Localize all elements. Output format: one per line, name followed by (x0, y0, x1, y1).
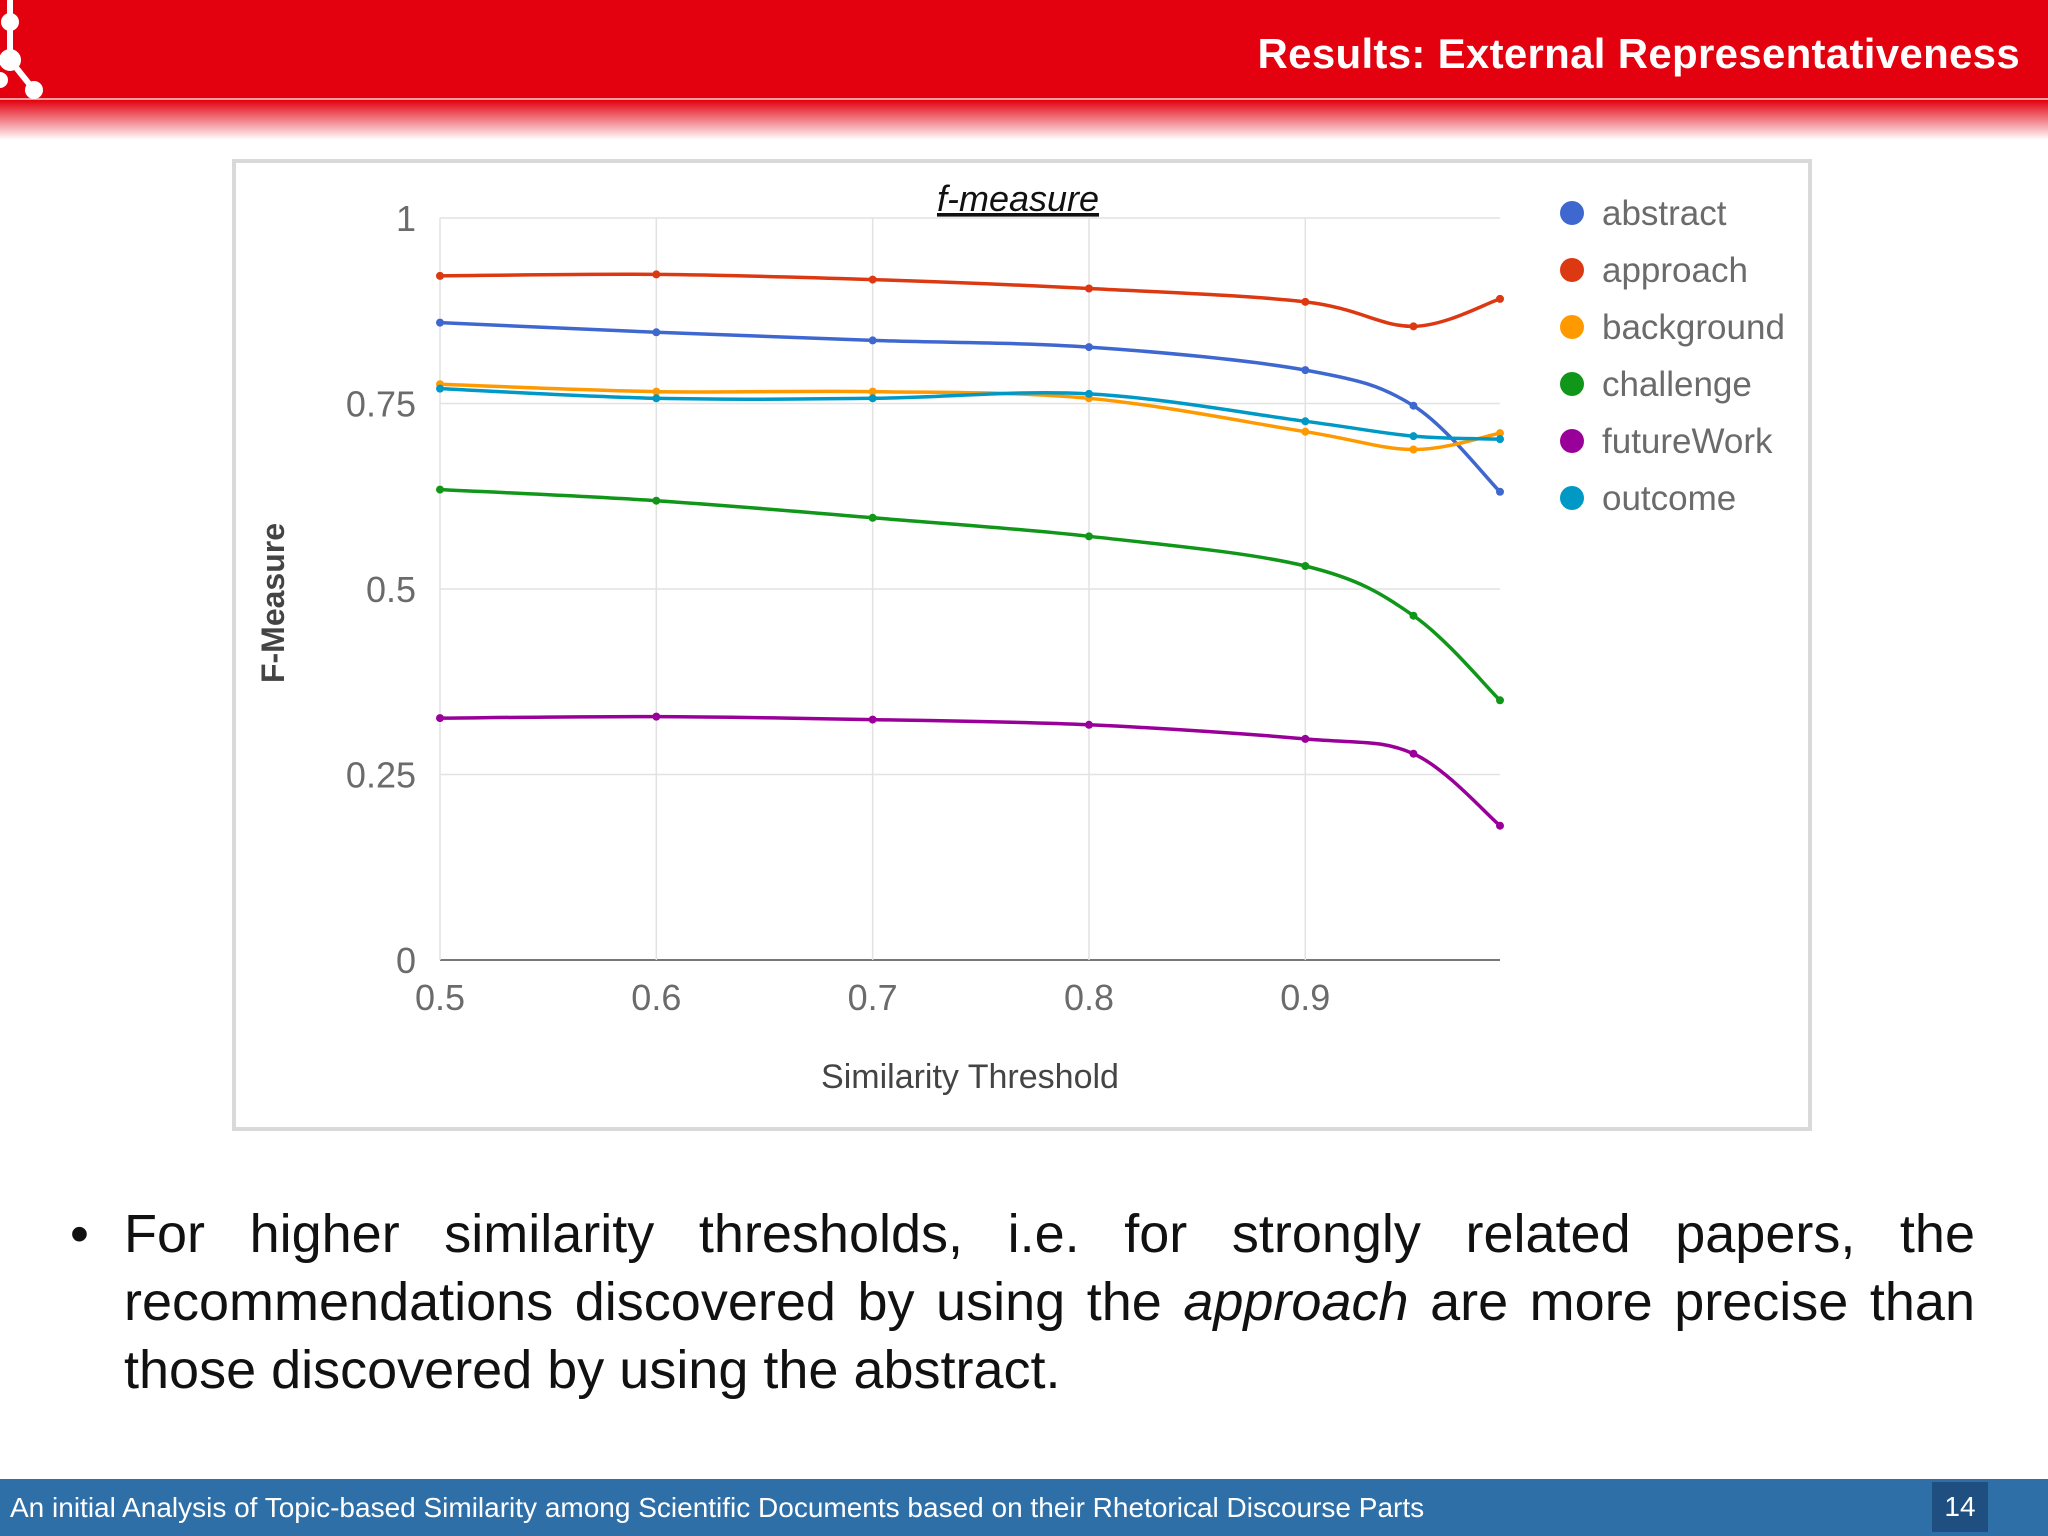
data-point-futureWork (436, 714, 444, 723)
legend-label-background: background (1602, 308, 1785, 347)
legend-label-challenge: challenge (1602, 365, 1752, 404)
footer-title: An initial Analysis of Topic-based Simil… (10, 1492, 1425, 1523)
f-measure-line-chart: 0 0.25 0.5 0.75 1 0.5 0.6 0.7 0.8 0.9 f-measure Sim… (255, 178, 1785, 1096)
legend-label-outcome: outcome (1602, 479, 1736, 518)
data-point-approach (1409, 322, 1418, 331)
x-axis-label: Similarity Threshold (821, 1058, 1119, 1096)
data-point-background (868, 387, 877, 396)
y-axis-label: F-Measure (255, 523, 291, 683)
data-point-abstract (1084, 343, 1093, 352)
bullet-text-prefix: For higher similarity thresholds, i.e. f… (124, 1204, 1975, 1332)
data-point-futureWork (1084, 720, 1093, 729)
data-point-abstract (1409, 401, 1418, 410)
y-tick-label: 0.75 (346, 384, 416, 425)
header-fade (0, 100, 2048, 140)
bullet-text-suffix: are more precise than those discovered b… (124, 1272, 1975, 1400)
bullet-text-emphasis: approach (1183, 1272, 1409, 1332)
data-point-background (652, 387, 661, 396)
data-point-outcome (868, 394, 877, 403)
data-point-futureWork (868, 715, 877, 724)
data-point-futureWork (1301, 734, 1310, 743)
legend-marker-outcome (1560, 486, 1584, 510)
slide-title: Results: External Representativeness (1257, 30, 2020, 77)
legend-marker-abstract (1560, 201, 1584, 225)
data-point-approach (652, 270, 661, 279)
series-line-futureWork (439, 714, 1502, 828)
legend-label-approach: approach (1602, 251, 1748, 290)
legend-label-abstract: abstract (1602, 194, 1727, 233)
data-point-outcome (1496, 435, 1504, 444)
x-tick-label: 0.8 (1064, 977, 1114, 1018)
bullet-marker: • (70, 1204, 89, 1264)
data-point-background (1409, 445, 1418, 454)
data-point-background (1496, 429, 1504, 438)
y-tick-label: 0 (396, 940, 416, 981)
series-line-abstract (439, 320, 1502, 494)
data-point-approach (1301, 297, 1310, 306)
legend-marker-challenge (1560, 372, 1584, 396)
data-point-challenge (868, 513, 877, 522)
legend-marker-background (1560, 315, 1584, 339)
series-line-outcome (439, 386, 1501, 441)
data-point-challenge (1301, 561, 1310, 570)
data-point-outcome (1084, 389, 1093, 398)
series-line-background (439, 382, 1501, 452)
data-point-outcome (436, 384, 444, 393)
x-tick-label: 0.7 (848, 977, 898, 1018)
data-point-background (1301, 427, 1310, 436)
data-point-challenge (1496, 696, 1504, 705)
bullet-text: For higher similarity thresholds, i.e. f… (124, 1200, 1975, 1404)
legend-label-futureWork: futureWork (1602, 422, 1773, 461)
data-point-challenge (1409, 611, 1418, 620)
legend-marker-futureWork (1560, 429, 1584, 453)
data-point-approach (1084, 284, 1093, 293)
data-point-outcome (1409, 432, 1418, 441)
x-tick-label: 0.5 (415, 977, 465, 1018)
data-point-futureWork (1409, 749, 1418, 758)
data-point-abstract (868, 336, 877, 345)
data-point-outcome (1301, 417, 1310, 426)
chart-frame: 0 0.25 0.5 0.75 1 0.5 0.6 0.7 0.8 0.9 f-measure Sim… (232, 159, 1812, 1131)
data-point-approach (1496, 294, 1504, 303)
slide-footer: An initial Analysis of Topic-based Simil… (0, 1479, 2048, 1536)
data-point-challenge (436, 485, 444, 494)
legend-marker-approach (1560, 258, 1584, 282)
data-point-challenge (652, 496, 661, 505)
slide-header (0, 0, 2048, 100)
series-line-challenge (439, 487, 1502, 702)
x-tick-label: 0.9 (1280, 977, 1330, 1018)
page-number: 14 (1932, 1482, 1988, 1532)
y-tick-label: 1 (396, 198, 416, 239)
y-tick-label: 0.5 (366, 569, 416, 610)
data-point-approach (868, 275, 877, 284)
data-point-abstract (1301, 366, 1310, 375)
header-rule (0, 98, 2048, 100)
data-point-outcome (652, 394, 661, 403)
x-tick-label: 0.6 (631, 977, 681, 1018)
series-line-approach (439, 272, 1501, 329)
data-point-futureWork (1496, 821, 1504, 830)
data-point-abstract (652, 328, 661, 337)
data-point-futureWork (652, 712, 661, 721)
data-point-abstract (1496, 487, 1504, 496)
chart-title: f-measure (937, 178, 1099, 219)
data-point-challenge (1084, 532, 1093, 541)
network-logo-icon (0, 0, 43, 99)
data-point-approach (436, 271, 444, 280)
y-tick-label: 0.25 (346, 755, 416, 796)
data-point-abstract (436, 318, 444, 327)
